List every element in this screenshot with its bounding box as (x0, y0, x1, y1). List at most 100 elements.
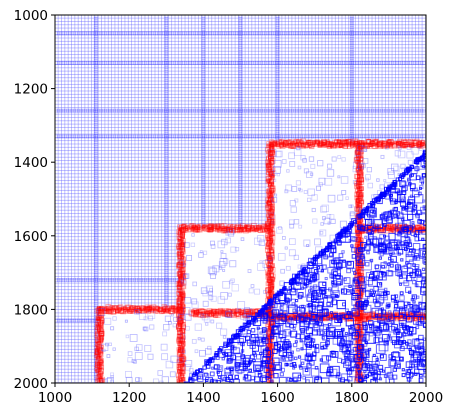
grid-marker (64, 24, 69, 29)
grid-marker (64, 146, 69, 151)
grid-marker (61, 123, 66, 128)
grid-marker (57, 127, 62, 132)
grid-marker (61, 266, 66, 271)
grid-marker (55, 93, 59, 98)
grid-marker (57, 312, 62, 317)
grid-marker (64, 150, 69, 155)
grid-marker (55, 295, 59, 300)
grid-marker (55, 279, 59, 284)
grid-marker (57, 103, 62, 108)
grid-marker (57, 67, 62, 72)
grid-marker (57, 163, 62, 168)
grid-marker (61, 249, 66, 254)
grid-marker (61, 70, 66, 75)
grid-marker (61, 219, 66, 224)
grid-marker (55, 365, 59, 370)
grid-marker (64, 127, 69, 132)
grid-marker (55, 31, 59, 36)
grid-marker (55, 97, 59, 102)
grid-marker (57, 57, 62, 62)
grid-marker (61, 365, 66, 370)
grid-marker (61, 289, 66, 294)
grid-marker (55, 302, 59, 307)
grid-marker (64, 137, 69, 142)
grid-marker (64, 44, 69, 49)
grid-marker (61, 140, 66, 145)
grid-marker (64, 37, 69, 42)
grid-marker (61, 199, 66, 204)
grid-marker (57, 256, 62, 261)
grid-marker (55, 24, 59, 29)
grid-marker (61, 309, 66, 314)
grid-marker (64, 80, 69, 85)
grid-marker (55, 299, 59, 304)
grid-marker (55, 352, 59, 357)
grid-marker (55, 203, 59, 208)
grid-marker (57, 325, 62, 330)
grid-marker (57, 140, 62, 145)
grid-marker (55, 239, 59, 244)
grid-marker (55, 272, 59, 277)
grid-marker (57, 262, 62, 267)
grid-marker (55, 305, 59, 310)
grid-marker (57, 223, 62, 228)
grid-marker (55, 266, 59, 271)
grid-marker (55, 146, 59, 151)
grid-marker (57, 84, 62, 89)
grid-marker (61, 348, 66, 353)
grid-marker (57, 97, 62, 102)
grid-marker (61, 60, 66, 65)
grid-marker (64, 93, 69, 98)
grid-marker (61, 180, 66, 185)
grid-marker (57, 117, 62, 122)
grid-marker (64, 60, 69, 65)
grid-marker (55, 173, 59, 178)
grid-marker (64, 87, 69, 92)
grid-marker (55, 150, 59, 155)
grid-marker (61, 196, 66, 201)
grid-marker (61, 163, 66, 168)
grid-marker (57, 74, 62, 79)
grid-marker (57, 183, 62, 188)
grid-marker (55, 335, 59, 340)
grid-marker (55, 160, 59, 165)
grid-marker (64, 50, 69, 55)
grid-marker (61, 137, 66, 142)
grid-marker (57, 37, 62, 42)
grid-marker (57, 209, 62, 214)
grid-marker (55, 315, 59, 320)
grid-marker (55, 276, 59, 281)
grid-marker (55, 345, 59, 350)
grid-marker (57, 196, 62, 201)
grid-marker (55, 312, 59, 317)
grid-marker (57, 372, 62, 377)
grid-marker (55, 103, 59, 108)
grid-marker (55, 133, 59, 138)
grid-marker (64, 27, 69, 32)
grid-marker (64, 97, 69, 102)
grid-marker (55, 190, 59, 195)
grid-marker (57, 342, 62, 347)
grid-marker (55, 319, 59, 324)
grid-marker (57, 226, 62, 231)
grid-marker (55, 183, 59, 188)
grid-marker (55, 180, 59, 185)
grid-marker (55, 355, 59, 360)
grid-marker (57, 339, 62, 344)
grid-marker (64, 64, 69, 69)
grid-marker (55, 113, 59, 118)
grid-marker (57, 150, 62, 155)
grid-marker (64, 100, 69, 105)
grid-marker (61, 15, 66, 19)
grid-marker (61, 27, 66, 32)
grid-marker (55, 84, 59, 89)
grid-marker (64, 117, 69, 122)
grid-marker (61, 368, 66, 373)
grid-marker (64, 54, 69, 59)
grid-marker (61, 44, 66, 49)
grid-marker (61, 312, 66, 317)
grid-marker (61, 233, 66, 238)
grid-marker (57, 289, 62, 294)
grid-marker (61, 236, 66, 241)
grid-marker (57, 213, 62, 218)
